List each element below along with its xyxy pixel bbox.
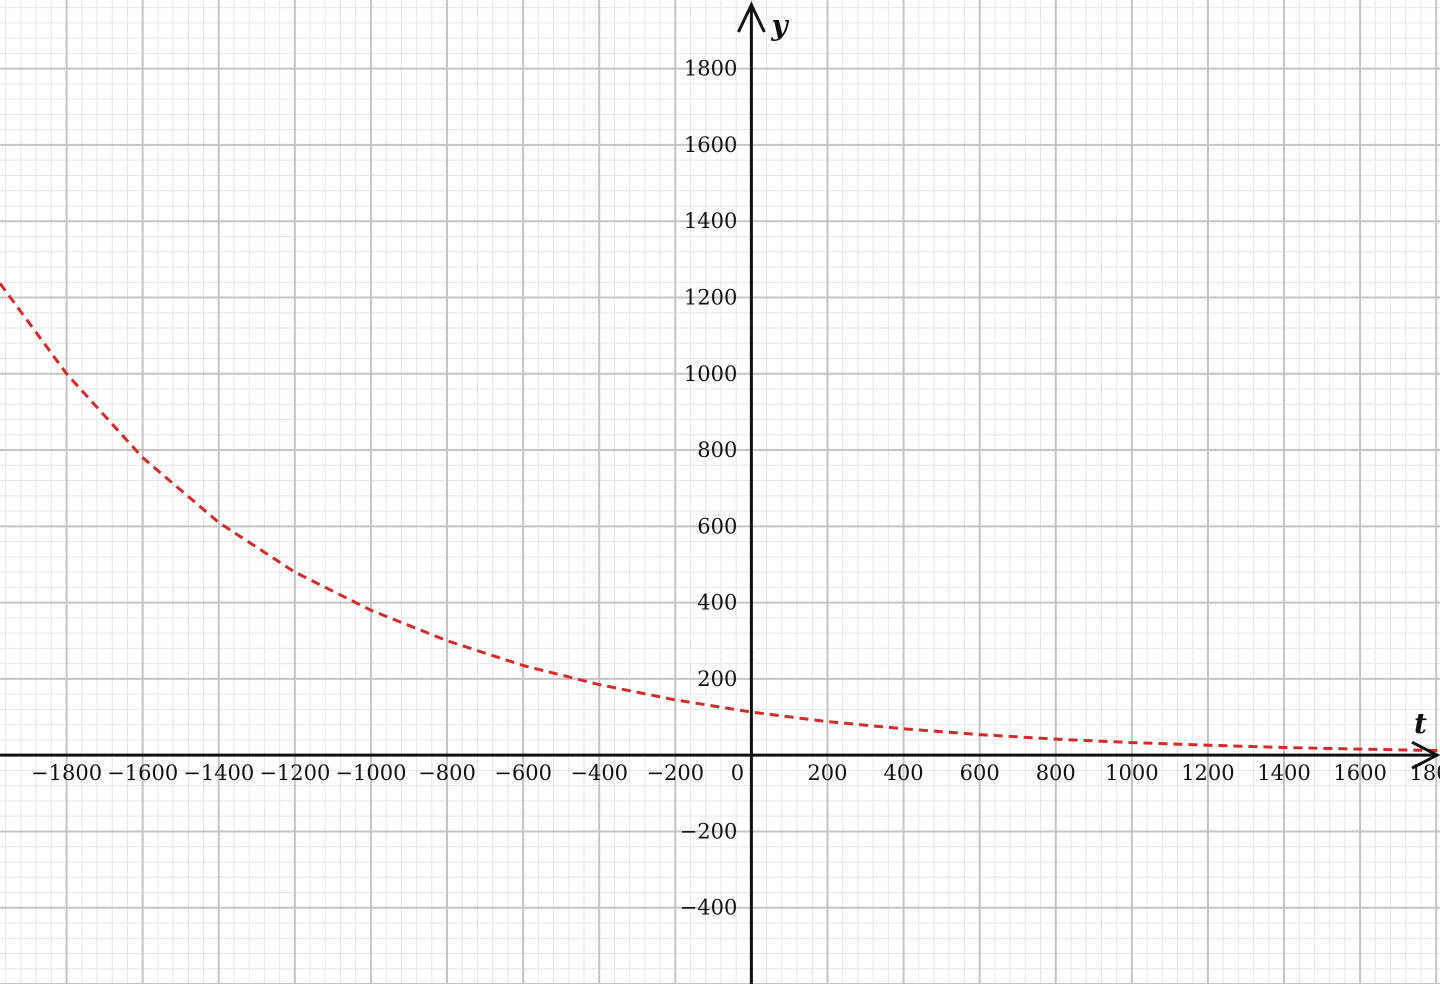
y-tick-label: 800 [697, 438, 737, 462]
y-tick-label: 1600 [684, 133, 737, 157]
x-axis-arrowhead [1411, 740, 1440, 770]
y-tick-label: 200 [697, 667, 737, 691]
series-line-0 [0, 282, 1440, 753]
x-tick-label: 400 [884, 761, 924, 785]
x-tick-label: −800 [418, 761, 476, 785]
x-tick-label: 0 [731, 761, 744, 785]
x-tick-label: −600 [494, 761, 552, 785]
x-tick-label: 1000 [1105, 761, 1158, 785]
x-tick-label: 600 [960, 761, 1000, 785]
y-tick-label: 600 [697, 514, 737, 538]
y-tick-label: −200 [680, 819, 738, 843]
x-tick-label: 1600 [1333, 761, 1386, 785]
x-tick-label: 800 [1036, 761, 1076, 785]
x-tick-label: −400 [570, 761, 628, 785]
y-axis-title: y [770, 9, 789, 42]
y-tick-label: 1800 [684, 57, 737, 81]
y-tick-label: −400 [680, 896, 738, 920]
x-tick-label: 1400 [1257, 761, 1310, 785]
y-tick-label: 1400 [684, 209, 737, 233]
x-tick-label: 200 [807, 761, 847, 785]
y-tick-label: 400 [697, 591, 737, 615]
x-tick-label: −1000 [335, 761, 406, 785]
x-tick-label: −1800 [31, 761, 102, 785]
x-tick-label: −1200 [259, 761, 330, 785]
x-tick-label: −1400 [183, 761, 254, 785]
x-tick-label: 1200 [1181, 761, 1234, 785]
x-tick-label: −1600 [107, 761, 178, 785]
series-layer [0, 282, 1440, 753]
y-axis-arrowhead [737, 1, 766, 33]
y-tick-label: 1200 [684, 285, 737, 309]
x-tick-label: −200 [646, 761, 704, 785]
y-tick-label: 1000 [684, 362, 737, 386]
x-tick-label: 1800 [1409, 761, 1440, 785]
x-axis-title: t [1414, 707, 1427, 740]
tick-labels: −1800 −1600 −1400 −1200 −1000 −800 −600 −400 −20… [31, 57, 1440, 920]
